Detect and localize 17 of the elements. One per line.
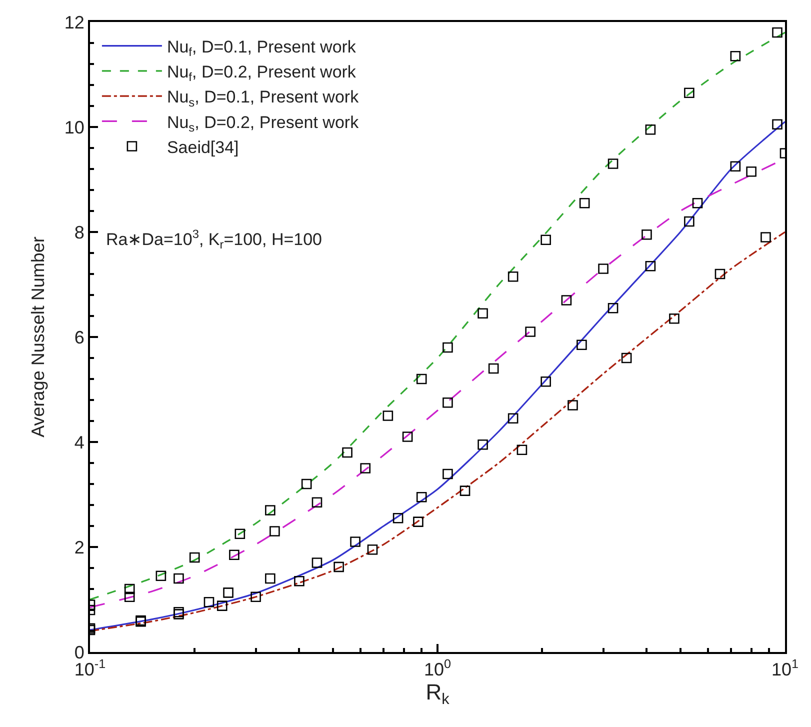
- y-tick-label: 8: [74, 222, 84, 242]
- y-tick-label: 0: [74, 642, 84, 662]
- x-axis-title: R$_{k}$: [426, 680, 450, 708]
- x-tick-label: 10$^{1}$: [771, 657, 799, 680]
- legend-label: Nu$_{s}$, D=0.1, Present work: [166, 88, 360, 110]
- y-tick-label: 6: [74, 327, 84, 348]
- legend-label: Nu$_{s}$, D=0.2, Present work: [166, 112, 360, 134]
- x-tick-label: 10$^{0}$: [424, 657, 452, 680]
- y-tick-label: 10: [64, 117, 84, 138]
- y-tick-label: 2: [74, 537, 84, 558]
- legend-label: Nu$_{f}$, D=0.1, Present work: [166, 37, 356, 60]
- annotation: Ra∗Da=10$^{3}$, K$_{r}$=100, H=100: [106, 227, 322, 252]
- y-tick-label: 12: [64, 12, 84, 32]
- y-tick-label: 4: [74, 432, 84, 452]
- y-axis-title: Average Nusselt Number: [28, 236, 48, 438]
- legend-label: Saeid[34]: [166, 138, 239, 157]
- legend-label: Nu$_{f}$, D=0.2, Present work: [166, 62, 356, 84]
